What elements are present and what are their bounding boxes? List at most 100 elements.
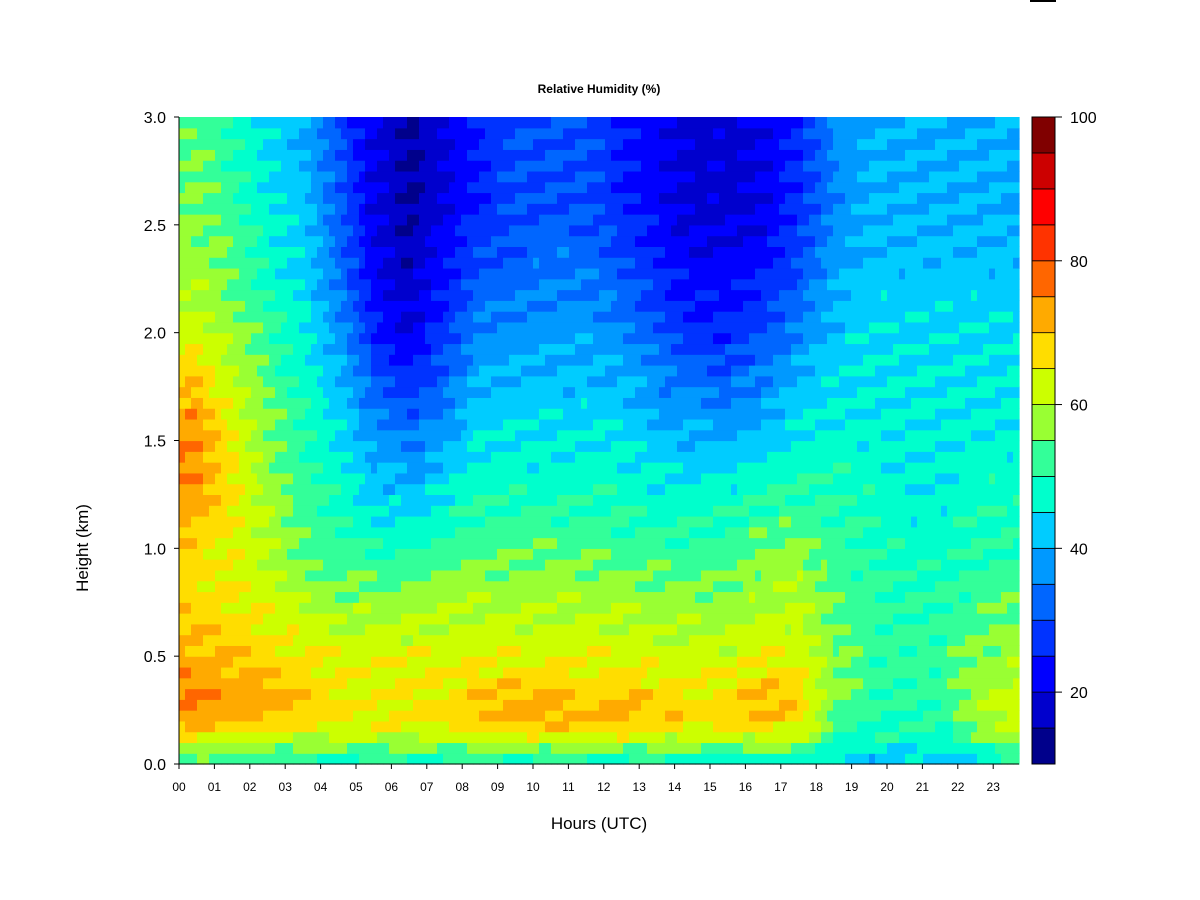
- heatmap-cell: [455, 472, 462, 485]
- heatmap-cell: [425, 138, 432, 150]
- heatmap-cell: [503, 559, 510, 571]
- heatmap-cell: [491, 138, 498, 150]
- heatmap-cell: [593, 354, 600, 366]
- heatmap-cell: [605, 397, 612, 409]
- heatmap-cell: [389, 742, 396, 754]
- heatmap-cell: [317, 117, 324, 129]
- heatmap-cell: [269, 397, 276, 409]
- heatmap-cell: [239, 278, 246, 291]
- heatmap-cell: [437, 634, 444, 646]
- heatmap-cell: [281, 181, 288, 194]
- heatmap-cell: [365, 397, 372, 409]
- heatmap-cell: [569, 515, 576, 528]
- heatmap-cell: [563, 505, 570, 517]
- heatmap-cell: [479, 278, 486, 291]
- heatmap-cell: [671, 537, 678, 549]
- heatmap-cell: [503, 677, 510, 690]
- heatmap-cell: [623, 742, 630, 754]
- heatmap-cell: [551, 289, 558, 301]
- heatmap-cell: [503, 246, 510, 258]
- heatmap-cell: [311, 505, 318, 517]
- heatmap-cell: [353, 375, 360, 388]
- heatmap-cell: [515, 591, 522, 603]
- heatmap-cell: [209, 181, 216, 194]
- heatmap-cell: [425, 418, 432, 431]
- heatmap-cell: [269, 602, 276, 614]
- heatmap-cell: [341, 720, 348, 733]
- heatmap-cell: [209, 515, 216, 528]
- heatmap-cell: [575, 645, 582, 657]
- heatmap-cell: [251, 149, 258, 161]
- heatmap-cell: [233, 235, 240, 247]
- heatmap-cell: [467, 623, 474, 636]
- heatmap-cell: [407, 483, 414, 496]
- heatmap-cell: [557, 170, 564, 183]
- heatmap-cell: [479, 710, 486, 722]
- heatmap-cell: [491, 666, 498, 679]
- heatmap-cell: [551, 386, 558, 398]
- heatmap-cell: [443, 548, 450, 560]
- heatmap-cell: [611, 537, 618, 549]
- heatmap-cell: [641, 602, 648, 614]
- heatmap-cell: [659, 332, 666, 345]
- heatmap-cell: [485, 591, 492, 603]
- heatmap-cell: [467, 559, 474, 571]
- heatmap-cell: [365, 494, 372, 506]
- heatmap-cell: [263, 138, 270, 150]
- heatmap-cell: [491, 224, 498, 237]
- heatmap-cell: [179, 224, 186, 237]
- heatmap-cell: [299, 203, 306, 215]
- heatmap-cell: [647, 278, 654, 291]
- heatmap-cell: [635, 742, 642, 754]
- heatmap-cell: [281, 494, 288, 506]
- heatmap-cell: [299, 515, 306, 528]
- heatmap-cell: [245, 246, 252, 258]
- heatmap-cell: [419, 537, 426, 549]
- heatmap-cell: [671, 634, 678, 646]
- heatmap-cell: [245, 214, 252, 226]
- heatmap-cell: [491, 720, 498, 733]
- heatmap-cell: [443, 720, 450, 733]
- heatmap-cell: [377, 666, 384, 679]
- heatmap-cell: [347, 634, 354, 646]
- heatmap-cell: [221, 289, 228, 301]
- heatmap-cell: [227, 235, 234, 247]
- heatmap-cell: [269, 656, 276, 668]
- heatmap-cell: [407, 127, 414, 140]
- heatmap-cell: [641, 494, 648, 506]
- heatmap-cell: [305, 311, 312, 323]
- heatmap-cell: [419, 742, 426, 754]
- heatmap-cell: [305, 440, 312, 452]
- heatmap-cell: [245, 591, 252, 603]
- heatmap-cell: [371, 365, 378, 377]
- heatmap-cell: [317, 677, 324, 690]
- heatmap-cell: [587, 494, 594, 506]
- heatmap-cell: [479, 429, 486, 442]
- heatmap-cell: [305, 418, 312, 431]
- heatmap-cell: [227, 149, 234, 161]
- heatmap-cell: [509, 332, 516, 345]
- heatmap-cell: [221, 537, 228, 549]
- heatmap-cell: [623, 375, 630, 388]
- heatmap-cell: [587, 666, 594, 679]
- heatmap-cell: [599, 332, 606, 345]
- heatmap-cell: [353, 753, 360, 765]
- heatmap-cell: [197, 160, 204, 172]
- heatmap-cell: [599, 127, 606, 140]
- heatmap-cell: [299, 591, 306, 603]
- heatmap-cell: [563, 451, 570, 463]
- heatmap-cell: [191, 375, 198, 388]
- heatmap-cell: [521, 623, 528, 636]
- heatmap-cell: [605, 623, 612, 636]
- heatmap-cell: [611, 515, 618, 528]
- heatmap-cell: [215, 505, 222, 517]
- heatmap-cell: [359, 440, 366, 452]
- heatmap-cell: [527, 462, 534, 474]
- heatmap-cell: [605, 203, 612, 215]
- heatmap-cell: [605, 472, 612, 485]
- heatmap-cell: [239, 645, 246, 657]
- heatmap-cell: [641, 666, 648, 679]
- heatmap-cell: [191, 418, 198, 431]
- heatmap-cell: [665, 742, 672, 754]
- heatmap-cell: [563, 117, 570, 129]
